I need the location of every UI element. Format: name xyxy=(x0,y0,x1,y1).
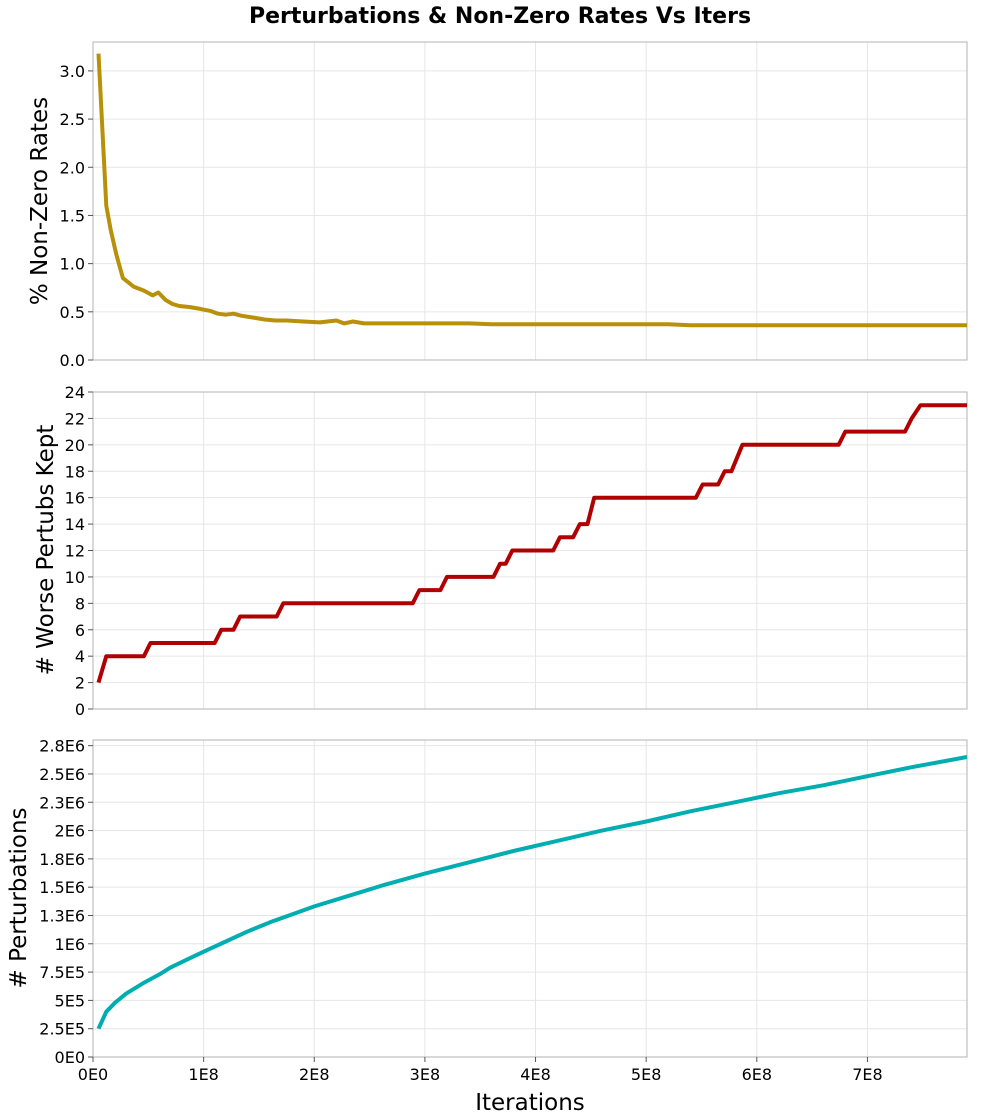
panel3-grid xyxy=(92,739,968,1058)
panel3-ylabel: # Perturbations xyxy=(6,807,32,988)
panel3-ytick-label: 1E6 xyxy=(55,935,85,954)
x-axis-ticks: 0E0 1E8 2E8 3E8 4E8 5E8 6E8 7E8 xyxy=(78,1057,883,1084)
panel3-y-ticks: 0E0 2.5E5 5E5 7.5E5 1E6 1.3E6 1.5E6 1.8E6 2E6 2.3… xyxy=(39,737,93,1067)
panel1-ytick-label: 3.0 xyxy=(60,62,85,81)
x-tick-label: 3E8 xyxy=(410,1065,440,1084)
panel1-frame xyxy=(93,42,967,360)
panel2-ytick-label: 20 xyxy=(65,436,85,455)
panel2-ytick-label: 16 xyxy=(65,489,85,508)
panel1-border xyxy=(92,41,968,361)
panel-non-zero-rates: 0.0 0.5 1.0 1.5 2.0 2.5 3.0 % Non-Zero Rates xyxy=(27,41,968,370)
panel2-ytick-label: 24 xyxy=(65,383,85,402)
panel3-ytick-label: 5E5 xyxy=(55,991,85,1010)
x-axis-label: Iterations xyxy=(475,1090,585,1116)
panel2-series-line xyxy=(96,403,967,684)
x-tick-label: 6E8 xyxy=(742,1065,772,1084)
x-tick-label: 7E8 xyxy=(852,1065,882,1084)
panel3-series xyxy=(96,755,968,1030)
panel1-ytick-label: 2.5 xyxy=(60,110,85,129)
x-tick-label: 5E8 xyxy=(631,1065,661,1084)
panel3-ytick-label: 2.5E5 xyxy=(39,1020,85,1039)
x-tick-label: 1E8 xyxy=(188,1065,218,1084)
panel2-ytick-label: 4 xyxy=(75,647,85,666)
panel1-ytick-label: 2.0 xyxy=(60,158,85,177)
panel1-grid xyxy=(92,41,968,361)
chart-title: Perturbations & Non-Zero Rates Vs Iters xyxy=(249,4,751,29)
panel1-ylabel: % Non-Zero Rates xyxy=(27,97,53,305)
panel3-border xyxy=(92,739,968,1058)
panel1-ytick-label: 1.5 xyxy=(60,206,85,225)
x-tick-label: 4E8 xyxy=(520,1065,550,1084)
panel2-ytick-label: 18 xyxy=(65,462,85,481)
panel1-ytick-label: 0.5 xyxy=(60,303,85,322)
panel1-ytick-label: 0.0 xyxy=(60,351,85,370)
panel3-ytick-label: 1.8E6 xyxy=(39,850,85,869)
panel3-ytick-label: 2.5E6 xyxy=(39,765,85,784)
panel2-ytick-label: 10 xyxy=(65,568,85,587)
panel1-series-line xyxy=(96,53,967,328)
panel3-ytick-label: 0E0 xyxy=(55,1048,85,1067)
panel3-ytick-label: 1.5E6 xyxy=(39,878,85,897)
panel1-y-ticks: 0.0 0.5 1.0 1.5 2.0 2.5 3.0 xyxy=(60,62,93,370)
panel2-ytick-label: 22 xyxy=(65,409,85,428)
panel3-ytick-label: 2.3E6 xyxy=(39,793,85,812)
panel3-series-line xyxy=(96,755,968,1030)
panel-perturbations: 0E0 2.5E5 5E5 7.5E5 1E6 1.3E6 1.5E6 1.8E6 2E6 2.3… xyxy=(6,737,968,1067)
panel3-frame xyxy=(93,740,967,1057)
panel2-ytick-label: 12 xyxy=(65,542,85,561)
panel2-ytick-label: 0 xyxy=(75,700,85,719)
panel2-ytick-label: 2 xyxy=(75,674,85,693)
panel3-ytick-label: 7.5E5 xyxy=(39,963,85,982)
panel2-ytick-label: 14 xyxy=(65,515,85,534)
panel3-ytick-label: 1.3E6 xyxy=(39,906,85,925)
x-tick-label: 0E0 xyxy=(78,1065,108,1084)
panel1-ytick-label: 1.0 xyxy=(60,255,85,274)
panel2-ylabel: # Worse Pertubs Kept xyxy=(33,425,59,676)
panel3-ytick-label: 2.8E6 xyxy=(39,737,85,756)
panel2-ytick-label: 8 xyxy=(75,594,85,613)
panel3-ytick-label: 2E6 xyxy=(55,822,85,841)
panel2-ytick-label: 6 xyxy=(75,621,85,640)
panel1-series xyxy=(96,53,967,328)
panel2-series xyxy=(96,403,967,684)
x-tick-label: 2E8 xyxy=(299,1065,329,1084)
